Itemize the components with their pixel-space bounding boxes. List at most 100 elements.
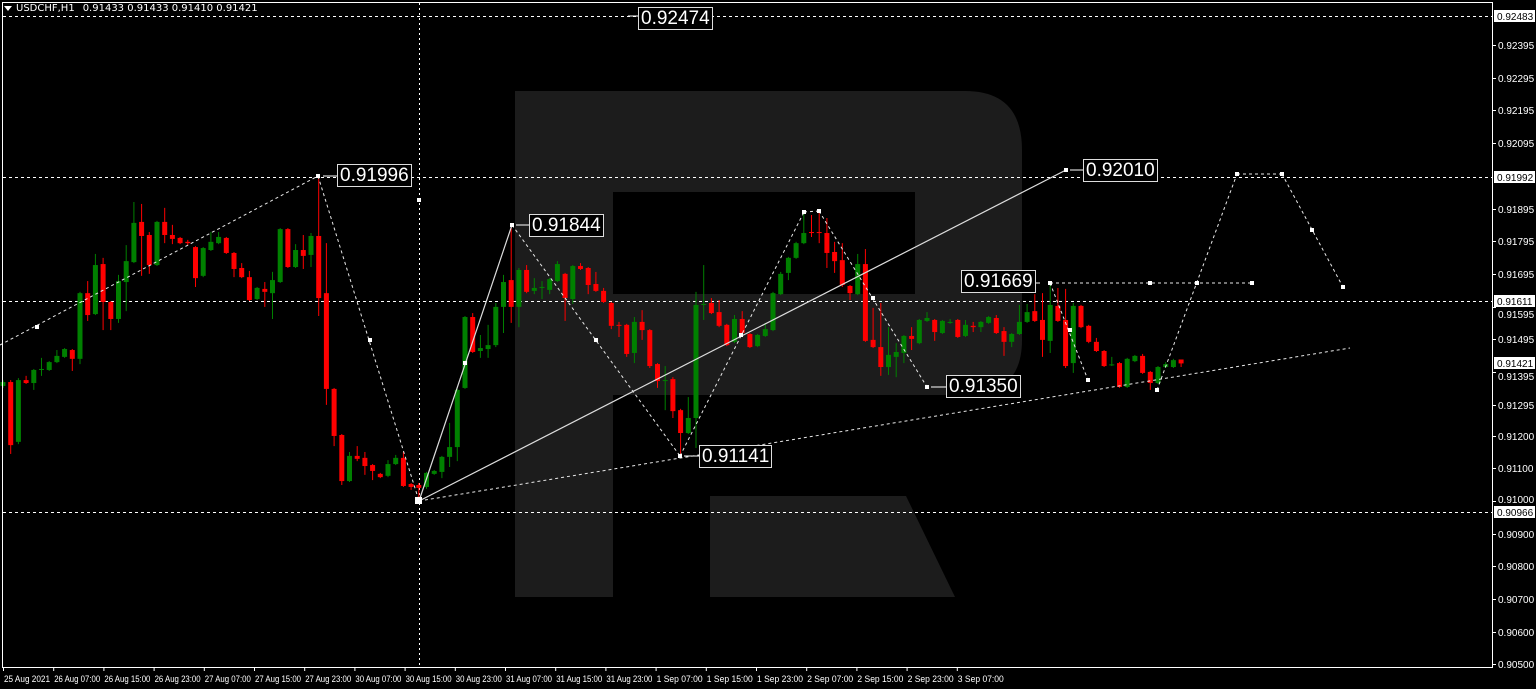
candle-27 bbox=[208, 232, 214, 251]
annotation-label-0.91669[interactable]: 0.91669 bbox=[961, 270, 1036, 293]
candle-135 bbox=[1040, 293, 1045, 357]
candle-body bbox=[924, 317, 930, 321]
point-marker bbox=[594, 338, 598, 342]
candle-144 bbox=[1109, 356, 1115, 367]
candle-33 bbox=[254, 286, 260, 301]
x-tick-label: 2 Sep 15:00 bbox=[857, 674, 903, 685]
candle-body bbox=[200, 248, 206, 276]
candle-50 bbox=[385, 460, 391, 478]
candle-body bbox=[277, 229, 283, 283]
candle-28 bbox=[216, 232, 222, 245]
candle-body bbox=[670, 379, 676, 412]
candle-body bbox=[809, 232, 814, 234]
candle-body bbox=[108, 301, 114, 319]
candle-body bbox=[770, 293, 776, 331]
annotation-label-0.91996[interactable]: 0.91996 bbox=[337, 164, 412, 187]
candle-89 bbox=[685, 397, 691, 435]
price-axis[interactable]: 0.92395 0.92295 0.92195 0.92095 0.91895 0.917… bbox=[1492, 10, 1535, 671]
y-tick-label: 0.90500 bbox=[1498, 660, 1535, 671]
dropdown-triangle-icon[interactable] bbox=[4, 6, 12, 11]
candle-body bbox=[177, 237, 183, 244]
candle-115 bbox=[886, 327, 891, 375]
candle-43 bbox=[331, 387, 337, 447]
y-tick-label: 0.92395 bbox=[1498, 41, 1535, 52]
candle-body bbox=[785, 257, 791, 273]
candle-body bbox=[400, 457, 406, 486]
candle-77 bbox=[593, 271, 599, 292]
candle-107 bbox=[824, 217, 830, 268]
y-tick-label: 0.90800 bbox=[1498, 562, 1535, 573]
candle-body bbox=[1016, 321, 1022, 335]
candle-150 bbox=[1155, 366, 1161, 385]
annotation-label-0.91844[interactable]: 0.91844 bbox=[529, 214, 604, 237]
x-tick-label: 27 Aug 23:00 bbox=[305, 674, 351, 685]
candle-68 bbox=[524, 265, 530, 294]
candles bbox=[0, 175, 1184, 502]
annotation-label-0.92010[interactable]: 0.92010 bbox=[1083, 159, 1158, 182]
candle-body bbox=[262, 288, 268, 292]
candle-66 bbox=[508, 224, 514, 323]
candle-1 bbox=[8, 380, 14, 454]
candle-body bbox=[146, 234, 152, 266]
candle-body bbox=[793, 243, 799, 258]
point-marker bbox=[1086, 378, 1090, 382]
x-tick-label: 31 Aug 07:00 bbox=[506, 674, 552, 685]
candle-80 bbox=[616, 321, 622, 337]
candle-body bbox=[100, 264, 106, 302]
point-marker bbox=[871, 296, 875, 300]
candle-body bbox=[801, 233, 807, 244]
candle-26 bbox=[200, 247, 206, 278]
candle-8 bbox=[62, 348, 68, 358]
candle-86 bbox=[662, 366, 668, 411]
point-marker bbox=[510, 223, 514, 227]
candle-18 bbox=[139, 203, 145, 276]
candle-133 bbox=[1024, 303, 1030, 323]
candle-37 bbox=[285, 228, 291, 268]
candle-body bbox=[1093, 341, 1099, 351]
candle-105 bbox=[809, 215, 814, 237]
candle-body bbox=[154, 221, 160, 266]
candle-body bbox=[608, 302, 614, 326]
candle-141 bbox=[1086, 324, 1092, 344]
candle-body bbox=[308, 235, 314, 255]
x-tick-label: 3 Sep 07:00 bbox=[958, 674, 1004, 685]
point-marker bbox=[1064, 168, 1068, 172]
time-axis[interactable]: 25 Aug 2021 26 Aug 07:00 26 Aug 15:00 26 Au… bbox=[3, 667, 1004, 685]
candle-body bbox=[862, 264, 868, 341]
candle-body bbox=[477, 348, 483, 351]
candle-113 bbox=[870, 307, 876, 349]
point-marker bbox=[417, 198, 421, 202]
x-tick-label: 1 Sep 23:00 bbox=[757, 674, 803, 685]
candle-body bbox=[909, 335, 915, 339]
candle-body bbox=[878, 347, 884, 368]
candle-body bbox=[1124, 358, 1130, 387]
candle-93 bbox=[716, 300, 722, 328]
candle-16 bbox=[123, 245, 129, 312]
x-tick-label: 31 Aug 15:00 bbox=[556, 674, 602, 685]
candle-body bbox=[46, 362, 52, 370]
y-tick-label: 0.91200 bbox=[1498, 432, 1535, 443]
candle-45 bbox=[347, 451, 352, 483]
candle-88 bbox=[678, 408, 684, 457]
annotation-label-0.91350[interactable]: 0.91350 bbox=[946, 375, 1021, 398]
candle-body bbox=[732, 318, 737, 342]
candle-body bbox=[601, 290, 607, 302]
candle-body bbox=[185, 241, 191, 244]
candle-12 bbox=[92, 253, 98, 316]
candle-body bbox=[454, 389, 460, 448]
candle-82 bbox=[631, 317, 637, 364]
candle-112 bbox=[862, 249, 868, 342]
annotation-label-0.92474[interactable]: 0.92474 bbox=[638, 7, 713, 30]
candle-body bbox=[901, 335, 907, 353]
forecast-dotted-line bbox=[1049, 282, 1089, 381]
candle-124 bbox=[955, 318, 961, 338]
candle-body bbox=[847, 285, 853, 294]
candle-body bbox=[562, 273, 568, 299]
candle-body bbox=[855, 264, 861, 295]
candle-body bbox=[539, 286, 545, 288]
candle-24 bbox=[185, 239, 191, 246]
candle-53 bbox=[408, 483, 414, 490]
annotation-label-0.91141[interactable]: 0.91141 bbox=[699, 445, 773, 468]
candle-106 bbox=[816, 211, 822, 244]
